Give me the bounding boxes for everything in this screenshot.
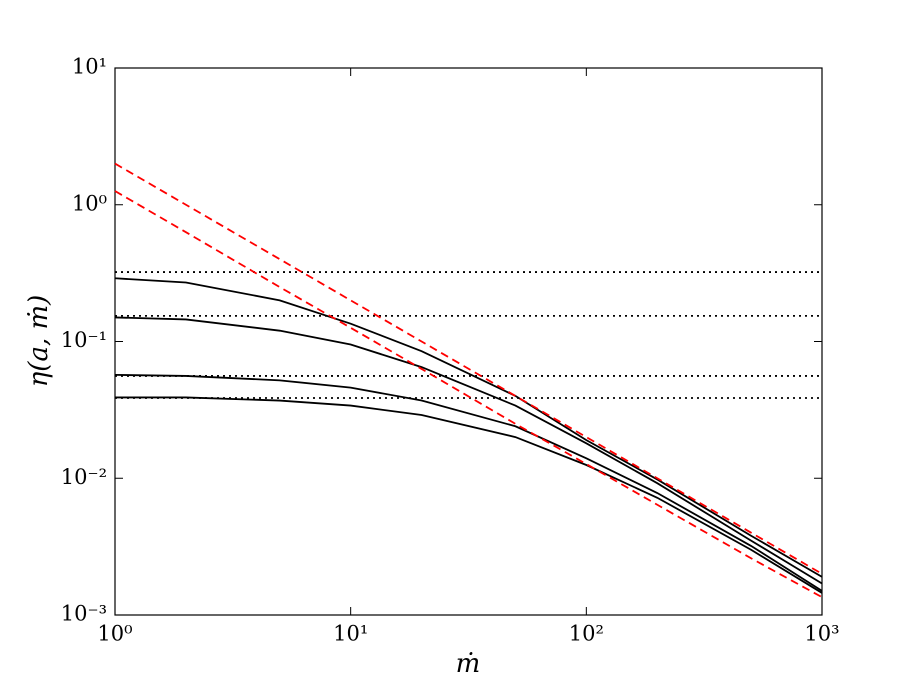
y-tick-label: 10⁻² xyxy=(61,465,107,489)
line-series xyxy=(114,316,823,585)
line-series xyxy=(115,396,823,594)
x-tick-label: 10⁰ xyxy=(97,622,132,646)
x-tick-label: 10³ xyxy=(804,622,839,646)
y-tick-label: 10⁻³ xyxy=(61,602,107,626)
line-series xyxy=(114,190,823,598)
line-series xyxy=(114,162,823,575)
y-tick-label: 10⁰ xyxy=(72,191,107,215)
y-tick-label: 10⁻¹ xyxy=(61,328,107,352)
x-axis-title: ṁ xyxy=(456,649,481,679)
x-tick-label: 10¹ xyxy=(333,622,368,646)
line-series xyxy=(114,277,823,578)
y-tick-label: 10¹ xyxy=(72,55,107,79)
line-series xyxy=(114,373,823,592)
plot-frame xyxy=(114,67,823,616)
x-tick-label: 10² xyxy=(569,622,604,646)
y-axis-title: η(a, ṁ) xyxy=(24,295,54,388)
